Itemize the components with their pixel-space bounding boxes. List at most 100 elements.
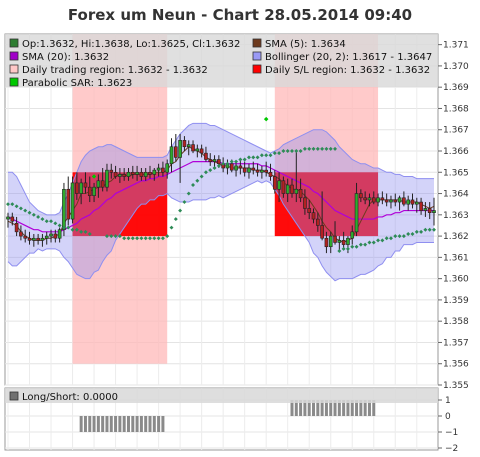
candle-body	[277, 180, 281, 190]
candle-body	[27, 237, 32, 241]
sar-dot	[324, 146, 329, 151]
long-short-bar	[161, 416, 165, 432]
long-short-bar	[144, 416, 148, 432]
sar-dot	[186, 191, 191, 196]
candle-body	[363, 197, 367, 201]
long-short-bar	[333, 400, 337, 416]
long-short-axis: 1 0 −1 −2	[438, 396, 458, 454]
long-short-bar	[118, 416, 122, 432]
price-legend-background	[5, 34, 438, 87]
sar-dot	[238, 157, 243, 162]
sar-dot	[294, 149, 299, 153]
legend-swatch	[9, 38, 19, 48]
long-short-bar	[346, 400, 350, 416]
candle-body	[242, 167, 247, 173]
sar-dot	[354, 244, 359, 249]
sar-dot	[178, 208, 183, 213]
candle-body	[113, 171, 118, 177]
candle-body	[92, 186, 96, 196]
sar-dot	[156, 236, 161, 241]
candle-body	[316, 218, 320, 226]
bollinger-lower	[7, 180, 434, 282]
sar-dot	[199, 174, 204, 179]
price-tick-label: 1.356	[443, 360, 469, 370]
sar-dot	[281, 149, 286, 153]
candle-body	[135, 171, 139, 175]
price-tick-label: 1.358	[443, 317, 469, 327]
long-short-tick-label: 1	[445, 396, 451, 406]
long-short-bar	[109, 416, 113, 432]
candle-body	[40, 237, 45, 241]
long-short-bar	[88, 416, 92, 432]
sar-dot	[139, 236, 144, 241]
candle-body	[303, 197, 307, 209]
sar-dot	[380, 238, 385, 243]
candle-body	[290, 184, 294, 194]
candle-body	[199, 148, 204, 154]
candle-body	[174, 146, 178, 158]
candle-body	[105, 169, 109, 188]
candle-body	[268, 171, 273, 177]
candle-body	[178, 140, 182, 158]
legend-label: Op:1.3632, Hi:1.3638, Lo:1.3625, Cl:1.36…	[22, 39, 240, 50]
candle-body	[182, 140, 187, 148]
long-short-bar	[299, 400, 303, 416]
candle-body	[328, 235, 333, 248]
candle-body	[83, 182, 88, 188]
long-short-bars	[79, 400, 376, 432]
sar-dot	[234, 159, 239, 164]
long-short-bar	[131, 416, 135, 432]
candle-body	[75, 182, 79, 194]
long-short-bar	[307, 400, 311, 416]
long-short-bar	[359, 400, 363, 416]
long-short-bar	[372, 400, 376, 416]
sar-dot	[130, 236, 135, 241]
candle-body	[53, 233, 58, 239]
candle-body	[156, 167, 161, 171]
legend-swatch	[9, 51, 19, 61]
legend-label: SMA (20): 1.3632	[22, 52, 109, 63]
sar-dot	[264, 153, 269, 158]
sma5-line	[7, 146, 435, 244]
candle-body	[186, 144, 191, 148]
long-short-bar	[337, 400, 341, 416]
bollinger-upper	[8, 122, 434, 216]
moving-averages	[7, 146, 435, 244]
sar-dot	[367, 240, 372, 245]
sar-dot	[410, 231, 415, 236]
sar-dot	[246, 155, 251, 160]
candle-body	[152, 169, 157, 175]
long-short-label: Long/Short: 0.0000	[22, 392, 118, 403]
long-short-tick-label: 0	[445, 412, 451, 422]
long-short-bar	[363, 400, 367, 416]
sar-dot	[182, 200, 187, 205]
sar-dot	[74, 227, 79, 232]
candle-body	[350, 231, 355, 239]
sar-dot	[229, 159, 234, 164]
candle-body	[234, 165, 238, 171]
candle-body	[294, 188, 299, 194]
candle-body	[371, 197, 376, 203]
price-tick-label: 1.364	[443, 190, 469, 200]
price-tick-label: 1.370	[443, 62, 469, 72]
long-short-bar	[312, 400, 316, 416]
price-tick-label: 1.362	[443, 232, 469, 242]
candle-body	[419, 201, 423, 211]
candle-body	[341, 240, 346, 245]
sar-dot	[165, 234, 170, 239]
sar-dot	[406, 231, 411, 236]
price-tick-label: 1.355	[443, 381, 469, 391]
sar-dot	[160, 236, 165, 241]
candle-body	[229, 163, 234, 171]
candle-body	[139, 171, 144, 177]
candle-body	[307, 208, 312, 213]
long-short-bar	[135, 416, 139, 432]
candle-body	[384, 199, 389, 203]
legend-swatch	[252, 51, 262, 61]
sar-dot	[259, 153, 264, 158]
candle-body	[247, 167, 251, 173]
sar-dot	[195, 178, 200, 183]
candle-body	[191, 144, 195, 152]
candle-body	[79, 182, 83, 194]
